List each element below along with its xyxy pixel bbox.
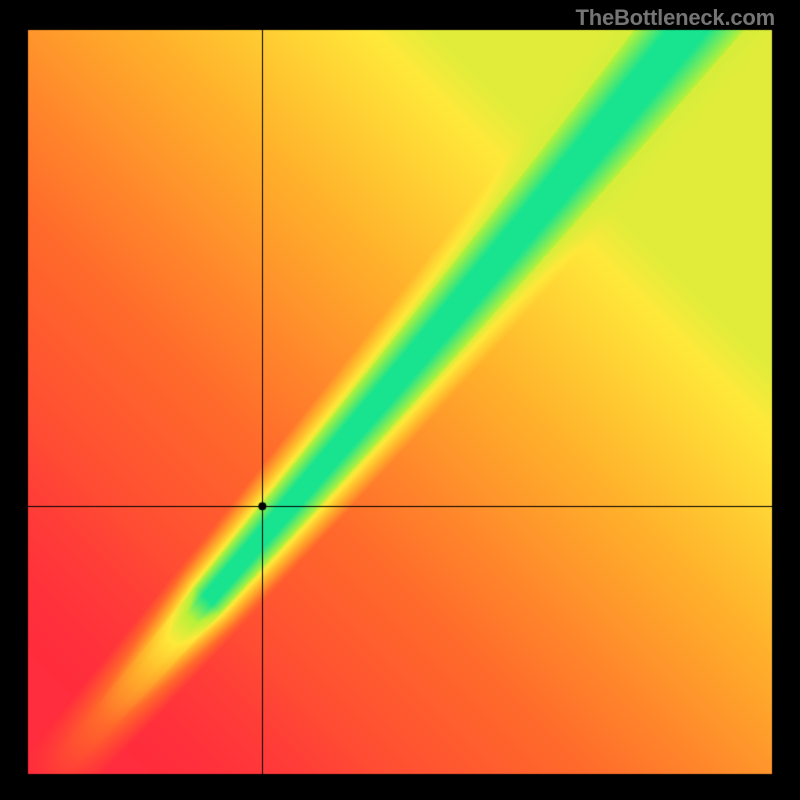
- heatmap-canvas: [0, 0, 800, 800]
- watermark-text: TheBottleneck.com: [575, 5, 775, 31]
